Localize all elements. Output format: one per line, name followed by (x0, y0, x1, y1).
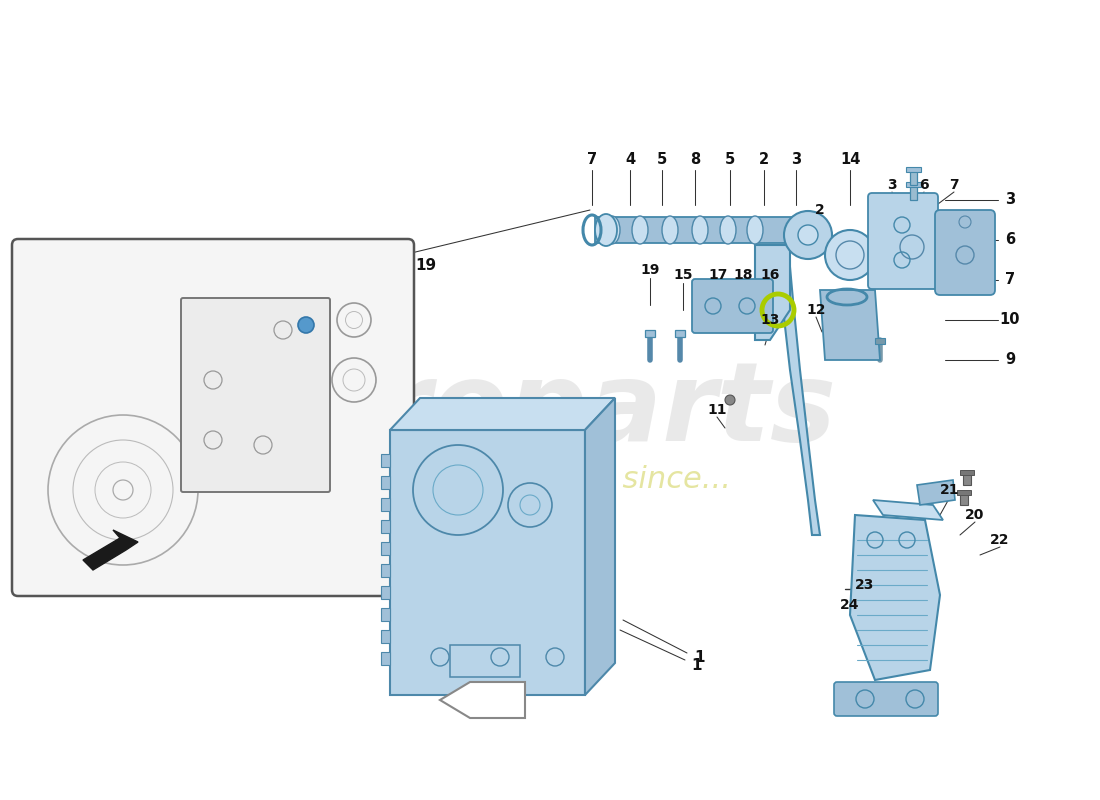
Circle shape (784, 211, 832, 259)
Ellipse shape (604, 216, 620, 244)
Polygon shape (917, 480, 955, 505)
FancyBboxPatch shape (692, 279, 773, 333)
Polygon shape (760, 245, 820, 535)
Ellipse shape (662, 216, 678, 244)
Text: 23: 23 (856, 578, 875, 592)
Polygon shape (850, 515, 940, 680)
Ellipse shape (692, 216, 708, 244)
FancyBboxPatch shape (12, 239, 414, 596)
Ellipse shape (595, 214, 617, 246)
Bar (381, 608, 390, 621)
Bar (906, 182, 921, 187)
Bar (381, 520, 390, 533)
Polygon shape (390, 430, 585, 695)
Text: 13: 13 (760, 313, 780, 327)
Bar (957, 490, 971, 495)
Polygon shape (873, 500, 943, 520)
FancyBboxPatch shape (935, 210, 996, 295)
Text: 16: 16 (760, 268, 780, 282)
Text: 11: 11 (707, 403, 727, 417)
Text: 3: 3 (888, 178, 896, 192)
Bar (381, 476, 390, 489)
Text: 6: 6 (920, 178, 928, 192)
Text: 4: 4 (625, 153, 635, 167)
Circle shape (298, 317, 314, 333)
Ellipse shape (747, 216, 763, 244)
Bar (450, 645, 520, 677)
Bar (960, 470, 974, 475)
Text: 10: 10 (1000, 313, 1021, 327)
Text: 3: 3 (791, 153, 801, 167)
Text: 15: 15 (673, 268, 693, 282)
Text: 5: 5 (725, 153, 735, 167)
FancyBboxPatch shape (868, 193, 938, 289)
Bar (381, 586, 390, 599)
Text: 12: 12 (806, 303, 826, 317)
Bar (381, 542, 390, 555)
Text: a passion for parts since...: a passion for parts since... (329, 466, 732, 494)
FancyBboxPatch shape (834, 682, 938, 716)
Polygon shape (585, 398, 615, 695)
Bar (910, 169, 917, 185)
Bar (962, 471, 971, 485)
Text: 1: 1 (692, 658, 702, 673)
Text: 2: 2 (759, 153, 769, 167)
Text: 18: 18 (734, 268, 752, 282)
Bar (960, 491, 968, 505)
Text: 19: 19 (640, 263, 660, 277)
Polygon shape (390, 398, 615, 430)
Text: 5: 5 (657, 153, 667, 167)
Circle shape (798, 225, 818, 245)
Text: 8: 8 (690, 153, 700, 167)
Text: 24: 24 (840, 598, 860, 612)
Text: 2: 2 (815, 203, 825, 217)
Bar (910, 184, 917, 200)
Circle shape (725, 395, 735, 405)
Text: 6: 6 (1005, 233, 1015, 247)
Bar (874, 338, 886, 344)
Text: 7: 7 (587, 153, 597, 167)
Bar (381, 454, 390, 467)
Polygon shape (440, 682, 525, 718)
Bar (381, 564, 390, 577)
Text: 9: 9 (1005, 353, 1015, 367)
Polygon shape (820, 290, 880, 360)
Bar (595, 217, 800, 243)
Polygon shape (755, 245, 790, 340)
Bar (381, 498, 390, 511)
Text: 7: 7 (1005, 273, 1015, 287)
Polygon shape (82, 530, 138, 570)
Bar (675, 330, 685, 337)
Text: 1: 1 (695, 650, 705, 666)
Text: 7: 7 (949, 178, 959, 192)
Ellipse shape (890, 225, 934, 269)
Text: 21: 21 (940, 483, 959, 497)
FancyBboxPatch shape (182, 298, 330, 492)
Text: 19: 19 (416, 258, 437, 273)
Text: 22: 22 (990, 533, 1010, 547)
Bar (645, 330, 654, 337)
Text: europarts: europarts (223, 357, 837, 463)
Text: 3: 3 (1005, 193, 1015, 207)
Bar (381, 630, 390, 643)
Ellipse shape (720, 216, 736, 244)
Ellipse shape (632, 216, 648, 244)
Bar (381, 652, 390, 665)
Text: 17: 17 (708, 268, 728, 282)
Bar (906, 167, 921, 172)
Ellipse shape (825, 230, 874, 280)
Text: 20: 20 (966, 508, 984, 522)
Text: 14: 14 (839, 153, 860, 167)
